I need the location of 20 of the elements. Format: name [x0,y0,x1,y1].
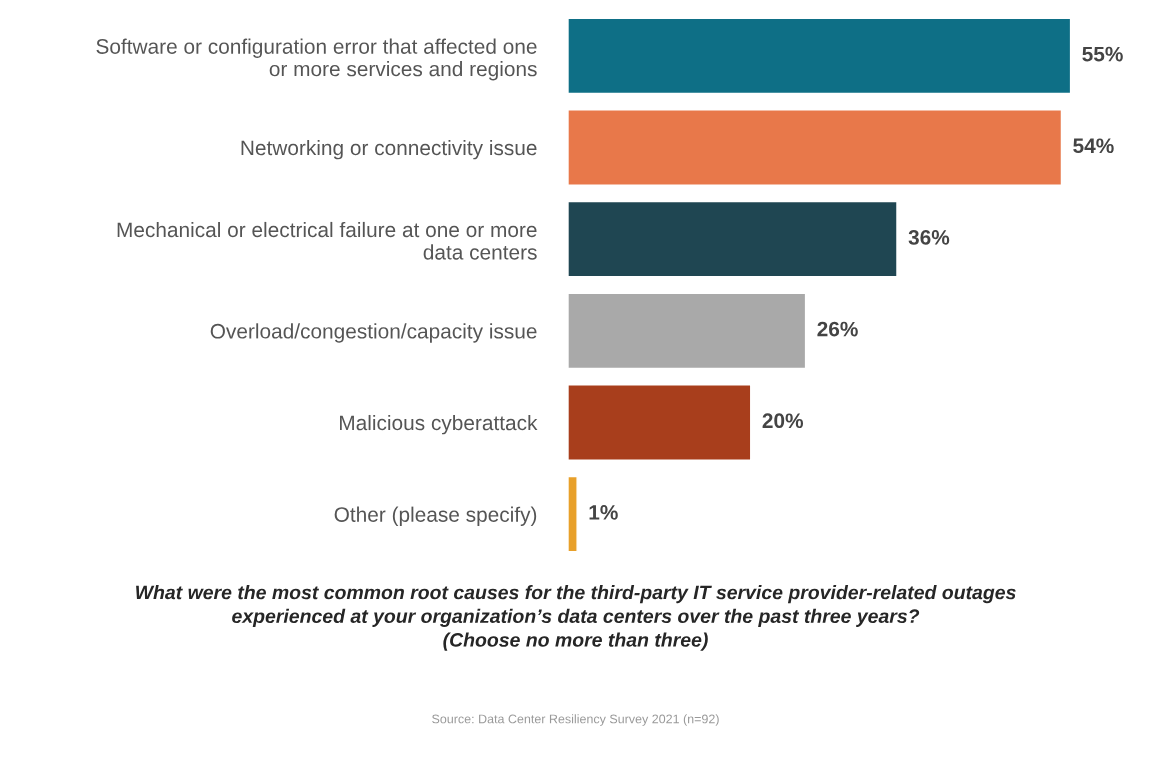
data-label: 55% [1082,46,1123,62]
data-label: 36% [908,230,950,245]
bar [568,292,807,370]
y-tick-label: Networking or connectivity issue [241,139,537,160]
y-tick-label: Software or configuration error that affected one or more services and regions [96,38,537,81]
y-tick-label: Malicious cyberattack [340,414,538,435]
bar [568,17,1072,95]
y-tick-label: Mechanical or electrical failure at one or more data centers [117,221,537,260]
bar [568,109,1063,186]
bar [568,475,578,553]
source-note: Source: Data Center Resiliency Survey 2021 (n=92) [432,714,719,726]
bar [568,384,752,461]
text: What were the most common root causes for the third-party IT service provider-related outages experienced at your organization’s data centers over the past three years? (Choose no more than three) [136,585,1016,651]
y-tick-label: Overload/congestion/capacity issue [210,323,537,343]
data-label: 54% [1073,138,1114,154]
y-tick-label: Other (please specify) [334,506,537,527]
data-label: 1% [589,505,618,520]
data-label: 20% [762,413,804,429]
data-label: 26% [817,321,858,337]
bar [568,200,898,278]
